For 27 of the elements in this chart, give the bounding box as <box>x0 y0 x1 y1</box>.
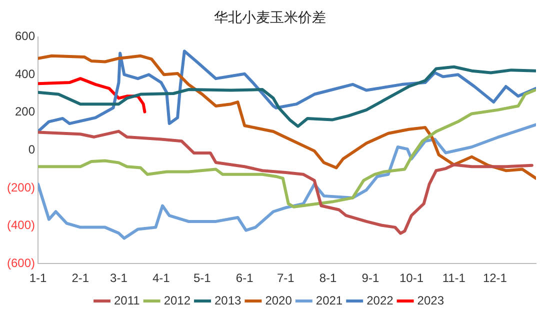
legend-label: 2013 <box>214 293 242 308</box>
x-tick-label: 7-1 <box>276 271 295 286</box>
x-tick-label: 1-1 <box>29 271 48 286</box>
y-tick-label: 200 <box>14 104 36 119</box>
chart-title: 华北小麦玉米价差 <box>214 10 326 26</box>
legend-label: 2011 <box>114 293 140 308</box>
x-tick-label: 6-1 <box>236 271 254 286</box>
y-tick-label: (400) <box>7 218 36 232</box>
legend-label: 2021 <box>316 293 343 308</box>
x-tick-label: 8-1 <box>319 271 338 286</box>
x-tick-label: 9-1 <box>362 271 380 286</box>
x-tick-label: 12-1 <box>482 271 508 286</box>
x-tick-label: 10-1 <box>399 271 424 286</box>
legend-label: 2012 <box>164 293 191 308</box>
y-tick-label: 400 <box>14 66 36 81</box>
x-tick-label: 2-1 <box>72 271 90 286</box>
legend-label: 2023 <box>417 293 444 308</box>
y-tick-label: 600 <box>14 29 36 44</box>
y-tick-label: (200) <box>7 180 36 194</box>
legend-label: 2022 <box>366 293 394 308</box>
y-tick-label: 0 <box>28 142 36 157</box>
x-tick-label: 5-1 <box>194 271 212 286</box>
x-tick-label: 11-1 <box>442 271 466 286</box>
y-tick-label: (600) <box>7 256 36 270</box>
legend-label: 2020 <box>265 293 292 308</box>
x-tick-label: 3-1 <box>110 271 128 286</box>
x-tick-label: 4-1 <box>152 271 170 286</box>
